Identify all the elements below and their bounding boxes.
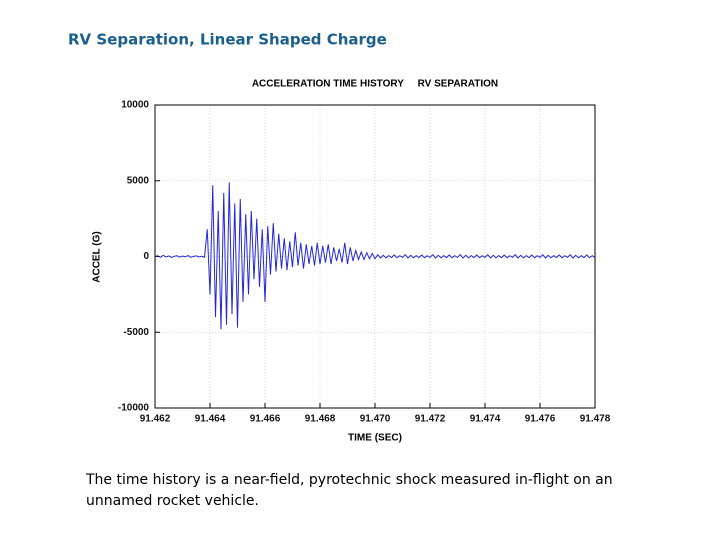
x-tick-label: 91.474 [470, 414, 501, 425]
y-tick-label: -5000 [123, 327, 149, 338]
x-axis-label: TIME (SEC) [348, 433, 402, 444]
chart-title: ACCELERATION TIME HISTORY RV SEPARATION [252, 79, 498, 90]
y-tick-label: 10000 [121, 100, 149, 111]
y-axis-label: ACCEL (G) [92, 231, 103, 282]
x-tick-label: 91.468 [305, 414, 336, 425]
x-tick-label: 91.464 [195, 414, 226, 425]
plot: -10000 -5000 0 5000 10000 91.462 91.464 91.466 9… [118, 100, 611, 425]
y-tick-label: 5000 [127, 175, 150, 186]
x-tick-label: 91.470 [360, 414, 391, 425]
caption: The time history is a near-field, pyrote… [86, 472, 613, 509]
x-tick-label: 91.476 [525, 414, 556, 425]
x-tick-label: 91.472 [415, 414, 446, 425]
x-tick-label: 91.462 [140, 414, 171, 425]
x-tick-label: 91.478 [580, 414, 611, 425]
caption-box: The time history is a near-field, pyrote… [86, 472, 613, 509]
slide-title: RV Separation, Linear Shaped Charge [68, 31, 387, 49]
plot-frame [154, 104, 596, 409]
y-tick-label: 0 [143, 251, 149, 262]
x-tick-label: 91.466 [250, 414, 281, 425]
y-tick-label: -10000 [118, 403, 150, 414]
data-line [154, 182, 596, 330]
